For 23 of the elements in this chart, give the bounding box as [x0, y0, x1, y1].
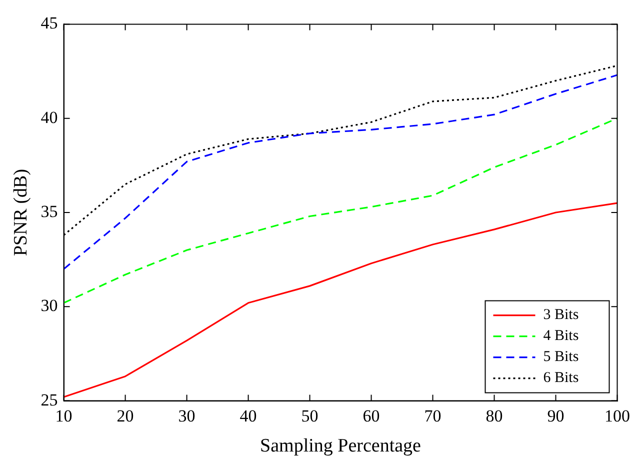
- x-tick-label: 50: [301, 406, 318, 426]
- x-axis-title: Sampling Percentage: [260, 436, 421, 457]
- legend-label: 3 Bits: [543, 307, 579, 324]
- legend-label: 6 Bits: [543, 370, 579, 386]
- x-tick-label: 10: [55, 406, 72, 426]
- x-tick-label: 60: [362, 406, 380, 426]
- x-tick-label: 40: [240, 406, 257, 426]
- legend-label: 4 Bits: [543, 328, 579, 344]
- x-tick-label: 20: [116, 406, 134, 426]
- y-tick-label: 30: [40, 296, 58, 316]
- y-tick-label: 45: [40, 14, 58, 33]
- x-tick-label: 30: [178, 406, 196, 426]
- y-tick-label: 25: [40, 390, 58, 410]
- line-series: [64, 118, 618, 304]
- x-tick-label: 90: [547, 406, 564, 426]
- line-series: [64, 74, 618, 270]
- y-tick-label: 35: [40, 202, 58, 221]
- legend-label: 5 Bits: [543, 349, 579, 366]
- x-tick-label: 80: [486, 406, 503, 426]
- y-tick-label: 40: [40, 108, 58, 127]
- y-axis-title: PSNR (dB): [10, 168, 32, 256]
- x-tick-label: 100: [604, 406, 630, 426]
- x-tick-label: 70: [424, 406, 442, 426]
